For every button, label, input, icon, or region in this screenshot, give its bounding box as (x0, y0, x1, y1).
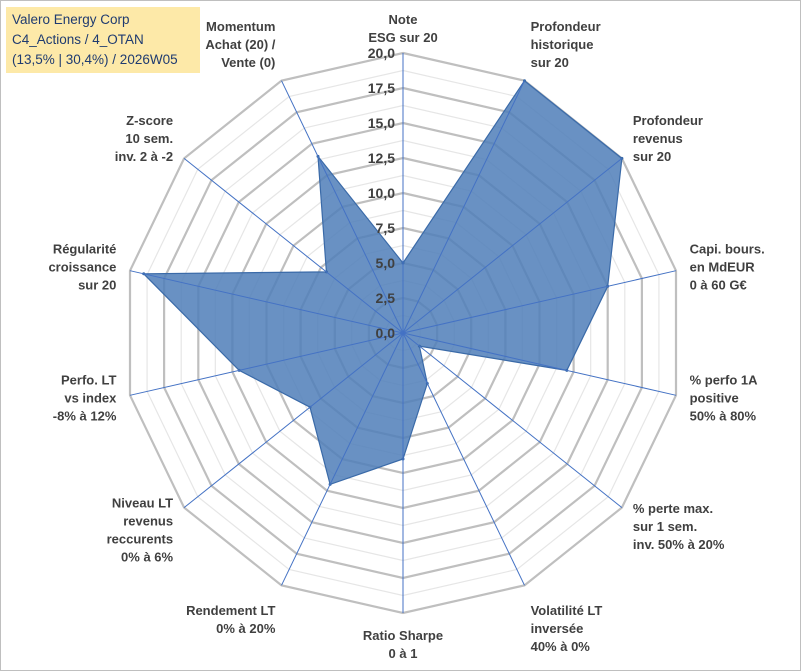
axis-label: Perfo. LT vs index -8% à 12% (53, 372, 117, 423)
spoke (129, 332, 404, 396)
axis-label: % perte max. sur 1 sem. inv. 50% à 20% (633, 501, 725, 552)
spoke (183, 332, 404, 508)
tick-label: 0,0 (376, 325, 396, 341)
spokes (129, 53, 677, 613)
tick-label: 5,0 (376, 255, 396, 271)
axis-label: Rendement LT 0% à 20% (186, 603, 276, 636)
tick-label: 7,5 (376, 220, 396, 236)
spoke (183, 158, 404, 334)
axis-label: Note ESG sur 20 (368, 12, 437, 45)
axis-label: Z-score 10 sem. inv. 2 à -2 (115, 113, 173, 164)
legend-box: Valero Energy Corp C4_Actions / 4_OTAN (… (6, 7, 200, 73)
tick-label: 20,0 (368, 45, 395, 61)
axis-label: % perfo 1A positive 50% à 80% (690, 372, 759, 423)
tick-labels: 0,0 2,5 5,0 7,5 10,0 12,5 15,0 17,5 20,0 (368, 45, 395, 341)
spoke (402, 270, 677, 334)
legend-company: Valero Energy Corp (12, 12, 130, 27)
axis-label: Niveau LT revenus reccurents 0% à 6% (107, 496, 174, 565)
axis-label: Volatilité LT inversée 40% à 0% (531, 603, 603, 654)
axis-label: Ratio Sharpe 0 à 1 (363, 628, 443, 661)
axis-label: Profondeur historique sur 20 (531, 19, 601, 70)
axis-label: Régularité croissance sur 20 (48, 242, 116, 293)
spoke (402, 158, 623, 334)
tick-label: 12,5 (368, 150, 395, 166)
spoke (402, 80, 525, 334)
axis-labels: Note ESG sur 20 Profondeur historique sur 20… (48, 12, 764, 661)
series-area (142, 79, 623, 486)
spoke (402, 332, 525, 586)
spoke (402, 332, 623, 508)
axis-label: Momentum Achat (20) / Vente (0) (205, 19, 275, 70)
spoke (281, 332, 404, 586)
tick-label: 17,5 (368, 80, 395, 96)
axis-label: Capi. bours. en MdEUR 0 à 60 G€ (690, 242, 765, 293)
tick-label: 15,0 (368, 115, 395, 131)
spoke (402, 332, 677, 396)
spoke (281, 80, 404, 334)
spoke (129, 270, 404, 334)
series-layer (142, 79, 624, 486)
axis-label: Profondeur revenus sur 20 (633, 113, 703, 164)
legend-category: C4_Actions / 4_OTAN (12, 32, 144, 47)
tick-label: 2,5 (376, 290, 396, 306)
legend-period: (13,5% | 30,4%) / 2026W05 (12, 52, 178, 67)
tick-label: 10,0 (368, 185, 395, 201)
